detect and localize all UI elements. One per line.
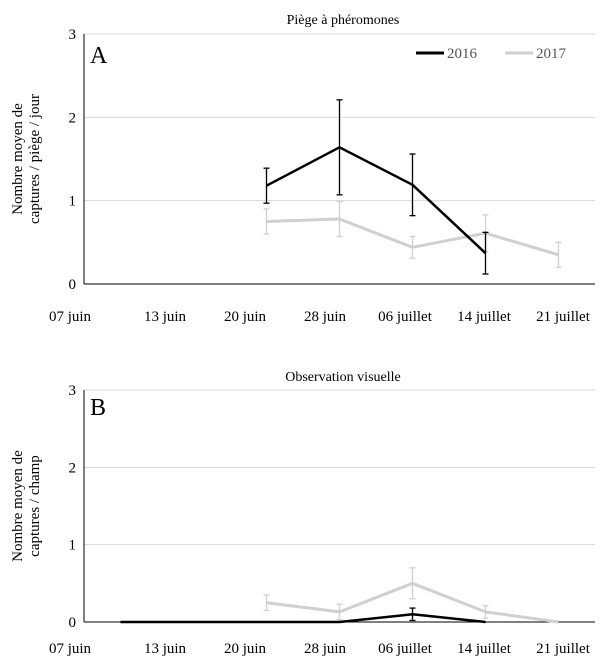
chart-a-ytick-label: 3: [69, 27, 77, 43]
chart-b-panel-letter: B: [90, 395, 106, 421]
chart-b-series-line-2016: [120, 613, 486, 624]
chart-b-xtick-label: 28 juin: [304, 641, 347, 657]
chart-a-y-axis-label-line: Nombre moyen de: [10, 103, 26, 215]
chart-a-xtick-label: 07 juin: [49, 309, 92, 325]
chart-b-ytick-label: 2: [69, 460, 77, 476]
chart-b-ytick-label: 0: [69, 615, 77, 631]
chart-b-xtick-label: 07 juin: [49, 641, 92, 657]
chart-a-ytick-label: 1: [69, 194, 77, 210]
chart-a-xtick-label: 20 juin: [224, 309, 267, 325]
chart-b-xtick-label: 14 juillet: [457, 641, 512, 657]
chart-a-title: Piège à phéromones: [287, 13, 400, 28]
chart-b-ytick-label: 1: [69, 538, 77, 554]
chart-a-xtick-label: 14 juillet: [457, 309, 512, 325]
chart-b-series-line-2017: [266, 581, 559, 624]
chart-a-xtick-label: 06 juillet: [378, 309, 433, 325]
chart-a-series-line-2016: [265, 146, 487, 255]
chart-b-title: Observation visuelle: [285, 370, 400, 385]
chart-a-xtick-label: 28 juin: [304, 309, 347, 325]
chart-b-xtick-label: 20 juin: [224, 641, 267, 657]
chart-b-y-axis-label: Nombre moyen decaptures / champ: [10, 450, 43, 562]
chart-a-ytick-label: 0: [69, 277, 77, 293]
chart-a-panel-letter: A: [90, 43, 108, 69]
chart-b-ytick-label: 3: [69, 383, 77, 399]
chart-a-ytick-label: 2: [69, 110, 77, 126]
chart-a-xtick-label: 21 juillet: [536, 309, 591, 325]
chart-a-y-axis-label: Nombre moyen decaptures / piège / jour: [10, 94, 43, 224]
chart-a-series-line-2017: [266, 217, 559, 257]
chart-a-legend-label-2017: 2017: [536, 46, 567, 62]
chart-b-y-axis-label-line: captures / champ: [27, 455, 43, 557]
chart-a-y-axis-label-line: captures / piège / jour: [27, 94, 43, 224]
chart-b-xtick-label: 21 juillet: [536, 641, 591, 657]
chart-b-xtick-label: 06 juillet: [378, 641, 433, 657]
chart-a-xtick-label: 13 juin: [144, 309, 187, 325]
chart-b-xtick-label: 13 juin: [144, 641, 187, 657]
chart-b-y-axis-label-line: Nombre moyen de: [10, 450, 26, 562]
chart-a-legend-label-2016: 2016: [447, 46, 478, 62]
